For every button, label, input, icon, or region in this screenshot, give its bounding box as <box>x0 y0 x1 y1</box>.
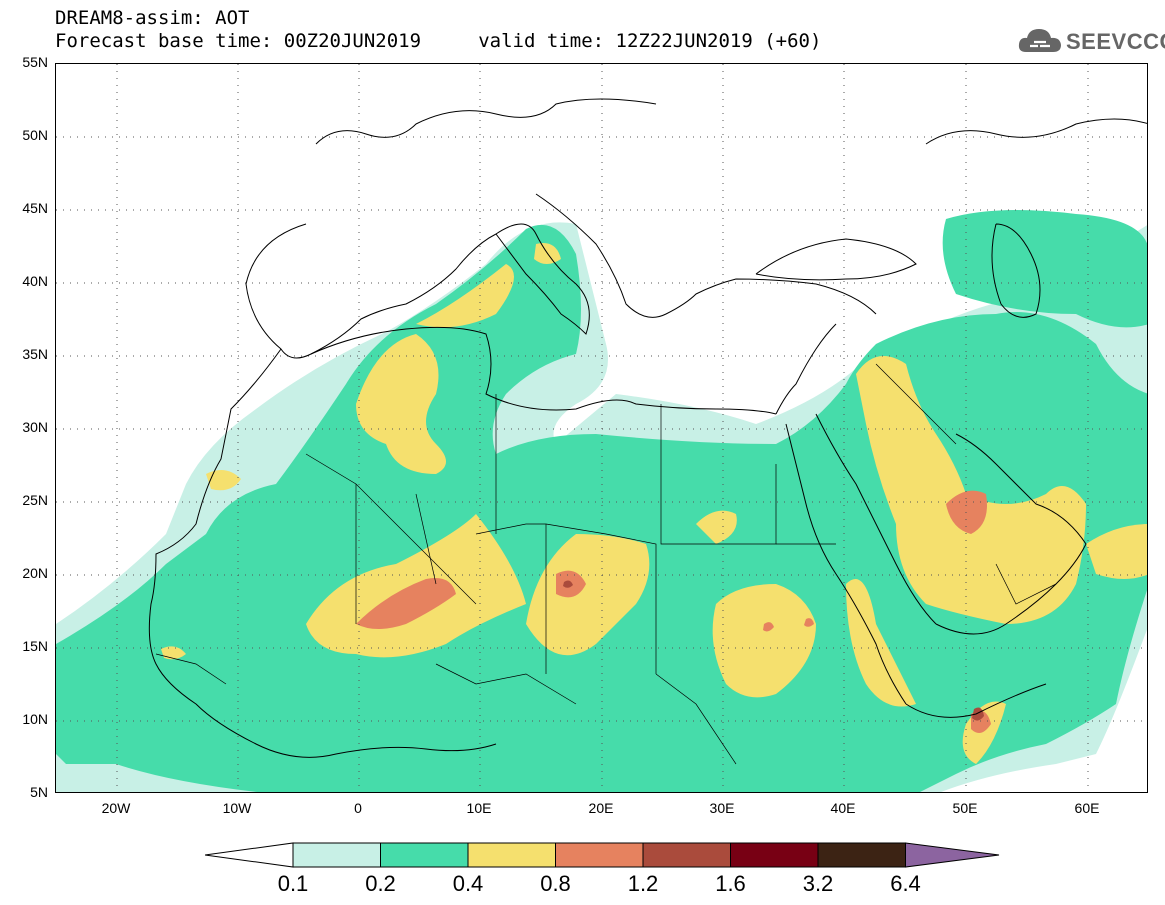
colorbar-label-0-8: 0.8 <box>540 871 571 896</box>
lat-label-45n: 45N <box>22 200 48 216</box>
lat-label-5n: 5N <box>30 784 48 800</box>
colorbar-label-3-2: 3.2 <box>802 871 834 896</box>
lon-label-20e: 20E <box>588 800 614 816</box>
lat-label-25n: 25N <box>22 492 48 508</box>
colorbar-upper-arrow <box>905 842 1000 868</box>
colorbar-label-1-2: 1.2 <box>627 871 659 896</box>
colorbar-box-0-2 <box>380 842 469 868</box>
lat-label-40n: 40N <box>22 273 48 289</box>
lon-label-40e: 40E <box>830 800 856 816</box>
colorbar-box-3-2 <box>817 842 906 868</box>
colorbar-label-0-4: 0.4 <box>452 871 484 896</box>
lat-label-50n: 50N <box>22 127 48 143</box>
colorbar-box-0-8 <box>555 842 644 868</box>
colorbar-label-1-6: 1.6 <box>715 871 746 896</box>
lon-label-0: 0 <box>354 800 362 816</box>
lat-label-55n: 55N <box>22 54 48 70</box>
country-borders <box>155 363 1057 765</box>
colorbar-box-1-6 <box>730 842 819 868</box>
aot-level-1-2-shading <box>563 580 984 721</box>
colorbar-label-0-1: 0.1 <box>277 871 309 896</box>
graticule <box>56 64 1147 792</box>
lon-label-50e: 50E <box>952 800 978 816</box>
colorbar-box-0-1 <box>292 842 381 868</box>
lat-label-30n: 30N <box>22 419 48 435</box>
lon-label-20w: 20W <box>101 800 131 816</box>
lat-label-15n: 15N <box>22 638 48 654</box>
lon-label-30e: 30E <box>709 800 735 816</box>
lon-label-10w: 10W <box>222 800 252 816</box>
colorbar-label-0-2: 0.2 <box>365 871 396 896</box>
map-panel[interactable] <box>55 63 1148 793</box>
lon-label-60e: 60E <box>1074 800 1100 816</box>
colorbar-label-6-4: 6.4 <box>890 871 921 896</box>
lat-label-20n: 20N <box>22 565 48 581</box>
cloud-icon <box>1018 29 1061 52</box>
colorbar-box-1-2 <box>642 842 731 868</box>
map-title: DREAM8-assim: AOT <box>55 7 250 29</box>
lon-label-10e: 10E <box>466 800 492 816</box>
lat-label-10n: 10N <box>22 711 48 727</box>
aot-map[interactable] <box>56 64 1148 793</box>
colorbar <box>205 842 1000 868</box>
logo-text: SEEVCCC <box>1066 29 1165 54</box>
forecast-time-line: Forecast base time: 00Z20JUN2019 valid t… <box>55 30 822 52</box>
coastlines <box>148 98 1147 758</box>
lat-label-35n: 35N <box>22 346 48 362</box>
seevccc-logo: SEEVCCC <box>1016 24 1165 58</box>
colorbar-box-0-4 <box>467 842 556 868</box>
colorbar-lower-arrow <box>205 842 294 868</box>
